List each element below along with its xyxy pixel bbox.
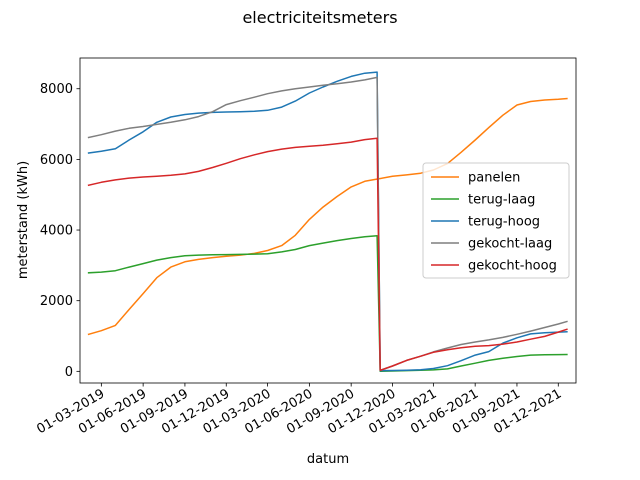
chart-title: electriciteitsmeters bbox=[242, 8, 397, 27]
series-line-gekocht-laag bbox=[87, 76, 568, 372]
y-axis-label: meterstand (kWh) bbox=[16, 161, 31, 279]
legend-label-terug-hoog: terug-hoog bbox=[468, 215, 540, 230]
series-line-terug-hoog bbox=[87, 71, 568, 372]
plot-frame bbox=[79, 57, 577, 384]
legend-label-panelen: panelen bbox=[468, 171, 520, 186]
x-axis: 01-03-201901-06-201901-09-201901-12-2019… bbox=[34, 383, 564, 437]
y-tick-label: 8000 bbox=[40, 82, 73, 97]
series-line-gekocht-hoog bbox=[87, 137, 568, 372]
y-tick-label: 4000 bbox=[40, 224, 73, 239]
legend-label-terug-laag: terug-laag bbox=[468, 193, 535, 208]
series-line-panelen bbox=[87, 97, 568, 336]
x-axis-label: datum bbox=[307, 452, 349, 467]
y-tick-label: 0 bbox=[65, 365, 73, 380]
plot-lines bbox=[87, 71, 568, 373]
legend-label-gekocht-hoog: gekocht-hoog bbox=[468, 259, 557, 274]
series-line-terug-laag bbox=[87, 234, 568, 373]
y-axis: 0 2000 4000 6000 8000 bbox=[40, 82, 80, 380]
legend-frame bbox=[422, 162, 570, 279]
y-tick-label: 6000 bbox=[40, 153, 73, 168]
y-tick-label: 2000 bbox=[40, 294, 73, 309]
legend-label-gekocht-laag: gekocht-laag bbox=[468, 237, 552, 252]
legend: panelen terug-laag terug-hoog gekocht-laag g… bbox=[422, 162, 570, 279]
